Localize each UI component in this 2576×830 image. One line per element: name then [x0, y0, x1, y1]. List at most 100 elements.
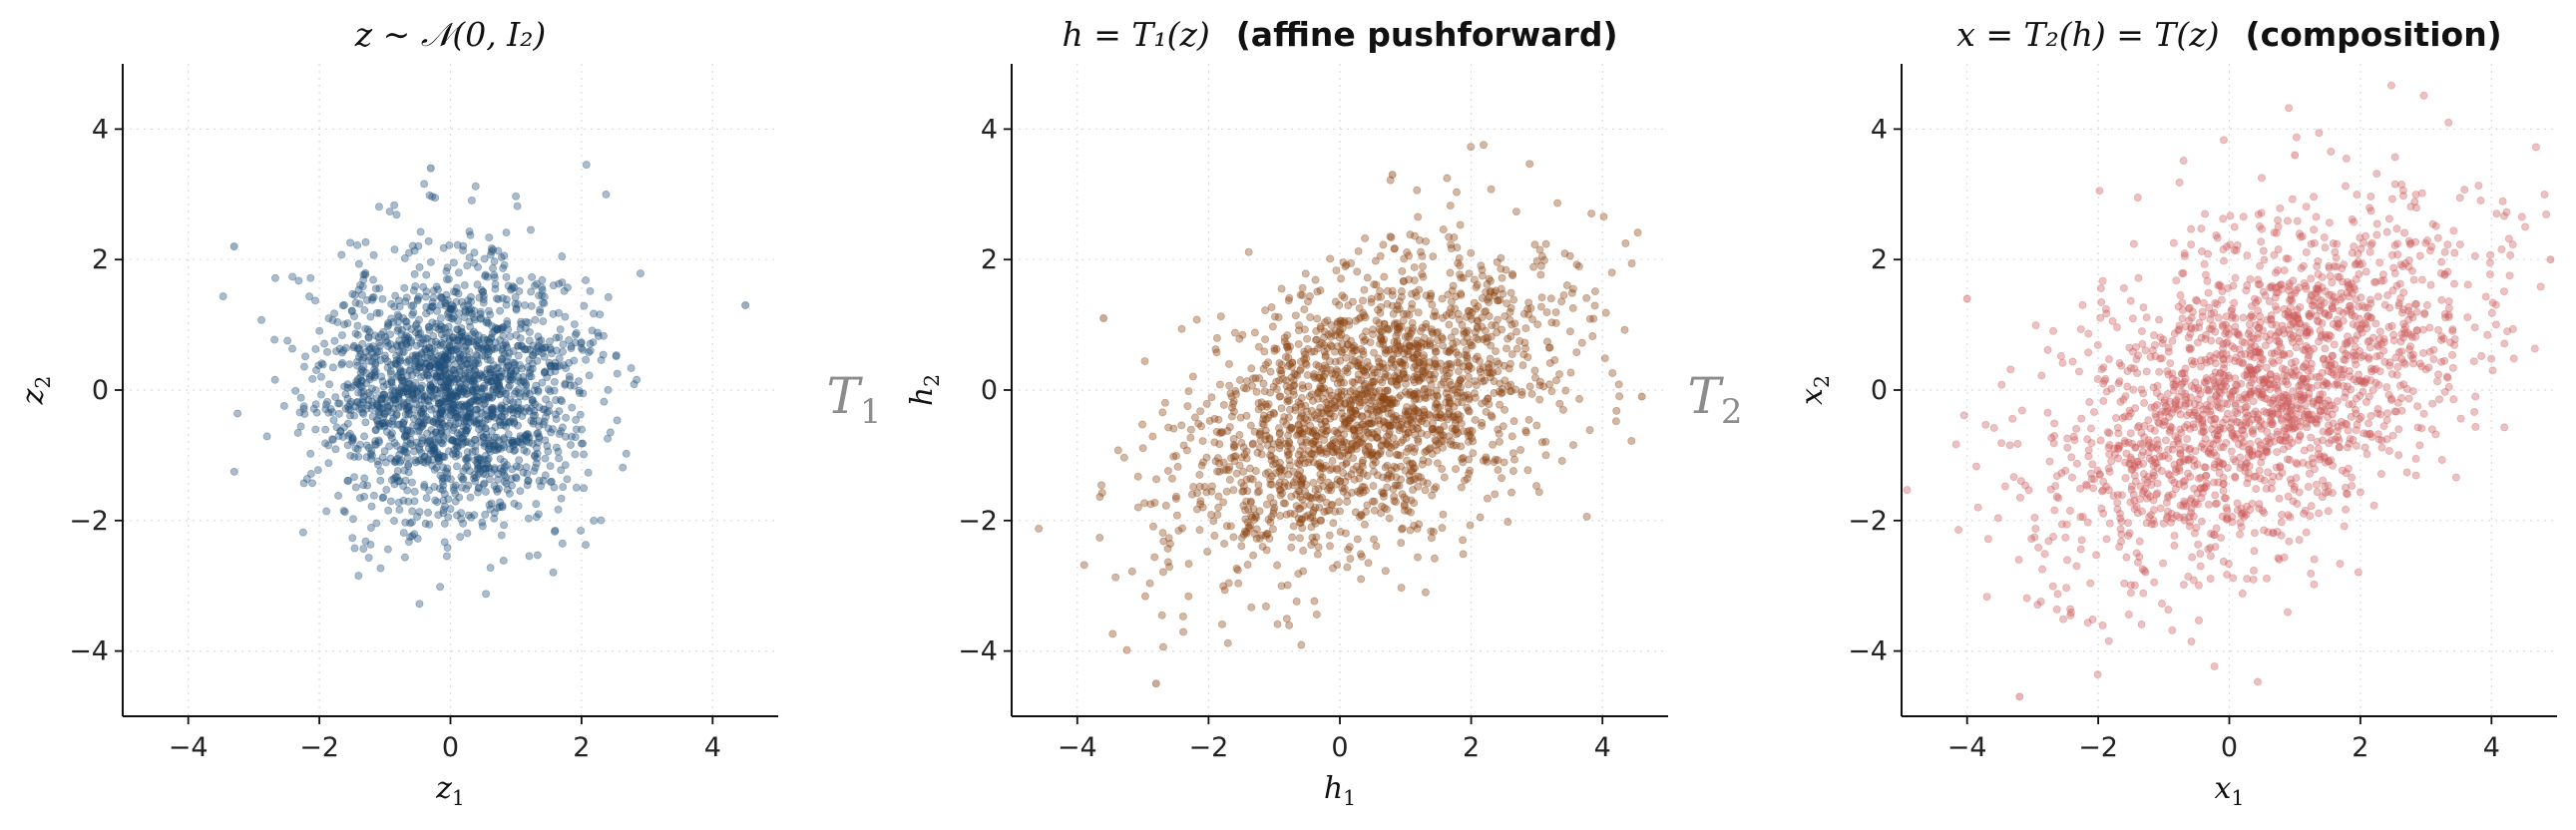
scatter-point	[416, 339, 425, 348]
scatter-point	[1270, 344, 1279, 353]
scatter-series	[218, 161, 750, 609]
scatter-point	[1545, 343, 1554, 352]
scatter-point	[343, 394, 352, 403]
scatter-point	[1383, 419, 1392, 428]
scatter-point	[483, 345, 492, 354]
scatter-point	[394, 498, 403, 507]
scatter-point	[1407, 304, 1416, 313]
scatter-point	[415, 443, 424, 452]
scatter-point	[479, 291, 488, 300]
scatter-point	[1410, 276, 1419, 285]
scatter-point	[405, 366, 414, 375]
scatter-point	[420, 391, 429, 400]
scatter-point	[2481, 292, 2490, 301]
scatter-point	[1493, 257, 1502, 266]
scatter-point	[446, 405, 455, 414]
scatter-point	[1182, 446, 1191, 455]
scatter-point	[443, 295, 452, 304]
scatter-point	[493, 504, 502, 513]
scatter-point	[1473, 322, 1482, 331]
scatter-point	[392, 210, 401, 219]
scatter-point	[2460, 186, 2469, 195]
scatter-point	[477, 285, 486, 294]
scatter-point	[233, 409, 242, 418]
scatter-point	[428, 318, 437, 327]
scatter-point	[344, 405, 353, 414]
scatter-point	[2402, 468, 2411, 477]
scatter-point	[1561, 386, 1570, 395]
scatter-point	[488, 408, 497, 417]
scatter-point	[1452, 430, 1461, 439]
scatter-point	[1364, 429, 1373, 438]
scatter-point	[386, 497, 395, 506]
scatter-point	[575, 386, 584, 395]
scatter-point	[531, 411, 540, 420]
scatter-point	[2226, 211, 2235, 220]
scatter-point	[291, 386, 300, 395]
scatter-point	[541, 367, 550, 376]
scatter-point	[1229, 533, 1238, 542]
scatter-point	[453, 444, 462, 453]
scatter-point	[1344, 545, 1353, 554]
scatter-point	[453, 240, 462, 249]
scatter-point	[527, 301, 536, 310]
scatter-point	[452, 387, 461, 396]
scatter-point	[442, 267, 451, 276]
scatter-point	[396, 367, 405, 376]
scatter-point	[371, 386, 380, 395]
scatter-point	[1406, 230, 1415, 239]
scatter-point	[1099, 314, 1108, 323]
scatter-point	[494, 369, 503, 378]
y-axis-label: h2	[905, 374, 944, 406]
scatter-point	[392, 441, 401, 450]
scatter-point	[1351, 316, 1360, 325]
scatter-point	[496, 464, 505, 473]
scatter-point	[390, 201, 399, 209]
scatter-point	[423, 334, 432, 343]
scatter-point	[454, 289, 463, 298]
scatter-point	[1328, 457, 1337, 466]
scatter-point	[465, 408, 474, 417]
scatter-point	[2076, 545, 2085, 554]
scatter-point	[2419, 91, 2428, 100]
scatter-point	[2104, 636, 2113, 645]
scatter-point	[2315, 509, 2324, 518]
scatter-point	[1614, 380, 1623, 389]
scatter-point	[492, 363, 501, 372]
scatter-point	[298, 528, 307, 537]
x-tick-label: 2	[1463, 732, 1480, 763]
scatter-point	[1321, 351, 1330, 360]
scatter-point	[422, 309, 431, 318]
scatter-point	[467, 513, 476, 522]
scatter-point	[1587, 209, 1596, 218]
scatter-point	[2315, 129, 2324, 138]
scatter-point	[2361, 267, 2370, 276]
scatter-point	[2183, 435, 2192, 444]
scatter-point	[1566, 368, 1575, 377]
scatter-point	[2434, 370, 2443, 379]
scatter-point	[1262, 500, 1271, 509]
scatter-point	[443, 469, 452, 478]
scatter-point	[1287, 543, 1296, 552]
scatter-point	[1336, 507, 1345, 516]
scatter-point	[411, 281, 420, 290]
scatter-point	[436, 367, 445, 376]
scatter-point	[454, 316, 463, 325]
scatter-point	[1292, 502, 1301, 511]
scatter-point	[1340, 318, 1349, 327]
scatter-point	[454, 336, 463, 345]
scatter-point	[1297, 479, 1306, 488]
scatter-point	[2099, 477, 2108, 486]
scatter-point	[493, 325, 502, 334]
scatter-point	[1424, 458, 1433, 467]
scatter-point	[359, 275, 368, 284]
scatter-point	[340, 320, 349, 329]
scatter-point	[1390, 497, 1399, 506]
scatter-point	[2238, 589, 2247, 598]
scatter-point	[1997, 439, 2006, 448]
scatter-point	[2437, 456, 2446, 465]
scatter-point	[1160, 398, 1169, 407]
scatter-point	[434, 325, 443, 334]
scatter-point	[2390, 240, 2399, 249]
scatter-point	[1627, 437, 1636, 446]
